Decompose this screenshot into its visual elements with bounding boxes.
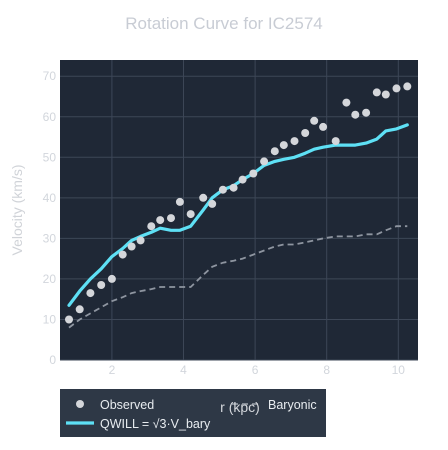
observed-point: [156, 216, 165, 225]
observed-point: [301, 129, 310, 137]
observed-point: [107, 274, 116, 283]
observed-point: [167, 214, 175, 223]
observed-point: [147, 222, 156, 231]
observed-point: [342, 98, 351, 107]
observed-point: [65, 315, 73, 324]
observed-point: [86, 289, 95, 298]
observed-point: [392, 84, 401, 93]
y-tick-label: 0: [49, 353, 56, 367]
y-tick-label: 10: [43, 312, 57, 326]
x-tick-label: 6: [252, 363, 259, 377]
legend-baryonic-label[interactable]: Baryonic: [268, 398, 317, 412]
observed-point: [279, 141, 288, 150]
observed-point: [127, 242, 136, 251]
plot-area: [60, 60, 418, 360]
observed-point: [362, 108, 371, 117]
observed-point: [403, 82, 412, 91]
chart-title: Rotation Curve for IC2574: [125, 14, 323, 33]
observed-point: [186, 210, 195, 219]
observed-point: [310, 116, 319, 125]
observed-point: [175, 197, 184, 206]
x-tick-label: 8: [323, 363, 330, 377]
legend-qwill-label[interactable]: QWILL = √3·V_bary: [100, 417, 211, 431]
observed-point: [381, 90, 390, 99]
observed-point: [351, 110, 360, 119]
observed-point: [331, 137, 340, 146]
observed-point: [290, 137, 299, 146]
y-tick-label: 70: [43, 69, 57, 83]
y-tick-label: 40: [43, 191, 57, 205]
legend-observed-label[interactable]: Observed: [100, 398, 154, 412]
y-tick-label: 60: [43, 110, 57, 124]
x-tick-label: 2: [109, 363, 116, 377]
baryonic-series-line: [68, 225, 408, 329]
x-tick-label: 10: [392, 363, 406, 377]
legend-observed-marker: [76, 400, 84, 408]
observed-series-points: [65, 82, 412, 324]
grid-lines: [60, 60, 418, 361]
observed-point: [136, 236, 145, 245]
y-tick-label: 20: [43, 272, 57, 286]
y-tick-label: 30: [43, 231, 57, 245]
observed-point: [97, 281, 106, 289]
x-axis-ticks: 2 4 6 8 10: [109, 363, 406, 377]
observed-point: [270, 147, 279, 156]
legend-background: [60, 389, 326, 437]
y-axis-ticks: 0 10 20 30 40 50 60 70: [43, 69, 57, 367]
observed-point: [118, 250, 127, 259]
legend[interactable]: Observed Baryonic QWILL = √3·V_bary: [60, 389, 326, 437]
observed-point: [218, 185, 227, 194]
y-tick-label: 50: [43, 150, 57, 164]
observed-point: [75, 305, 84, 314]
observed-point: [208, 199, 217, 208]
y-axis-title: Velocity (km/s): [9, 164, 25, 255]
observed-point: [372, 88, 381, 97]
observed-point: [249, 169, 258, 178]
x-tick-label: 4: [180, 363, 187, 377]
observed-point: [260, 157, 269, 166]
observed-point: [199, 193, 208, 202]
observed-point: [319, 122, 328, 131]
observed-point: [238, 175, 247, 184]
observed-point: [229, 183, 238, 192]
x-axis-title: r (kpc): [220, 399, 260, 415]
qwill-series-line: [67, 123, 409, 307]
